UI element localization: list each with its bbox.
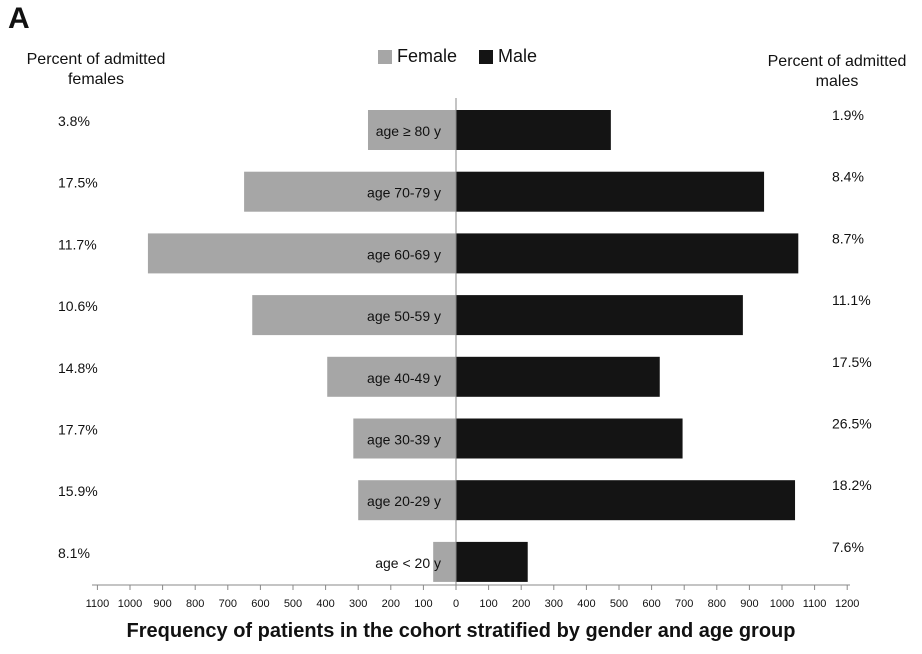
panel-label: A — [8, 2, 30, 35]
male-percent-label: 18.2% — [832, 477, 872, 493]
category-label: age 20-29 y — [367, 493, 441, 509]
category-label: age 60-69 y — [367, 246, 441, 262]
x-tick-label: 0 — [453, 598, 459, 610]
legend-swatch-female — [378, 49, 392, 64]
female-percent-label: 17.7% — [58, 422, 98, 438]
x-tick-label: 600 — [642, 598, 660, 610]
female-percent-label: 17.5% — [58, 175, 98, 191]
category-label: age < 20 y — [375, 555, 441, 571]
bar-female — [147, 233, 456, 274]
category-label: age ≥ 80 y — [376, 123, 441, 139]
x-tick-label: 1100 — [803, 598, 827, 610]
male-percent-label: 8.4% — [832, 169, 864, 185]
bar-male — [456, 295, 743, 336]
legend-swatch-male — [479, 49, 494, 64]
right-header-line2: males — [815, 73, 859, 90]
x-tick-label: 1200 — [835, 598, 859, 610]
left-header-line2: females — [67, 71, 125, 88]
x-tick-label: 900 — [740, 598, 758, 610]
bar-female — [244, 171, 456, 212]
bar-male — [456, 233, 799, 274]
bar-male — [456, 480, 796, 521]
category-label: age 30-39 y — [367, 432, 441, 448]
female-percent-label: 15.9% — [58, 483, 98, 499]
bar-female — [353, 418, 456, 459]
x-tick-label: 900 — [153, 598, 171, 610]
male-percent-label: 11.1% — [832, 292, 871, 308]
x-tick-label: 200 — [512, 598, 530, 610]
male-percent-label: 7.6% — [832, 539, 864, 555]
legend-label-female: Female — [397, 46, 458, 66]
x-tick-label: 700 — [219, 598, 237, 610]
right-header-line1: Percent of admitted — [767, 53, 907, 70]
female-percent-label: 3.8% — [58, 113, 90, 129]
legend-item-female: Female — [378, 46, 457, 67]
x-tick-label: 400 — [577, 598, 595, 610]
bar-female — [327, 356, 456, 397]
left-header-line1: Percent of admitted — [26, 51, 166, 68]
female-percent-label: 8.1% — [58, 545, 90, 561]
bar-female — [433, 541, 456, 582]
x-tick-label: 200 — [382, 598, 400, 610]
right-header: Percent of admitted males — [752, 52, 922, 92]
female-percent-label: 14.8% — [58, 360, 98, 376]
x-tick-label: 700 — [675, 598, 693, 610]
x-tick-label: 100 — [479, 598, 497, 610]
chart-legend: Female Male — [378, 46, 559, 67]
category-label: age 40-49 y — [367, 370, 441, 386]
x-tick-label: 600 — [251, 598, 269, 610]
male-percent-label: 26.5% — [832, 416, 872, 432]
x-tick-label: 500 — [610, 598, 628, 610]
male-percent-label: 17.5% — [832, 354, 872, 370]
female-percent-label: 11.7% — [58, 236, 97, 252]
left-header: Percent of admitted females — [6, 50, 186, 90]
category-label: age 70-79 y — [367, 185, 441, 201]
bar-female — [252, 295, 456, 336]
x-tick-label: 500 — [284, 598, 302, 610]
x-tick-label: 800 — [186, 598, 204, 610]
bar-female — [358, 480, 456, 521]
x-tick-label: 400 — [316, 598, 334, 610]
bar-male — [456, 541, 528, 582]
x-tick-label: 100 — [414, 598, 432, 610]
legend-label-male: Male — [498, 46, 538, 66]
x-tick-label: 800 — [708, 598, 726, 610]
x-tick-label: 1000 — [118, 598, 142, 610]
male-percent-label: 8.7% — [832, 230, 864, 246]
legend-item-male: Male — [479, 46, 537, 67]
category-label: age 50-59 y — [367, 308, 441, 324]
bar-male — [456, 171, 765, 212]
x-axis-label: Frequency of patients in the cohort stra… — [126, 620, 796, 642]
x-tick-label: 300 — [349, 598, 367, 610]
x-tick-label: 300 — [545, 598, 563, 610]
bar-male — [456, 356, 660, 397]
x-tick-label: 1000 — [770, 598, 794, 610]
male-percent-label: 1.9% — [832, 107, 864, 123]
x-tick-label: 1100 — [86, 598, 110, 610]
bar-male — [456, 418, 683, 459]
bar-male — [456, 110, 611, 150]
bar-female — [367, 110, 456, 150]
female-percent-label: 10.6% — [58, 298, 98, 314]
